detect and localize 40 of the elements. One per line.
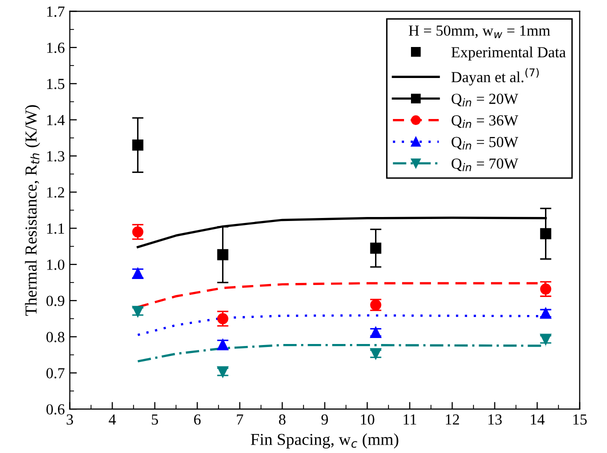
- x-tick-label: 15: [573, 414, 587, 425]
- legend-title: H = 50mm, w$_{w}$ = 1mm: [408, 25, 550, 38]
- legend-label: Q$_{in}$ = 36W: [452, 115, 518, 128]
- x-tick-label: 7: [236, 414, 244, 425]
- y-tick-label: 0.7: [46, 368, 65, 378]
- y-tick-label: 1.7: [47, 6, 65, 17]
- point: [132, 140, 144, 151]
- x-axis-title: Fin Spacing, w$_{c}$ (mm): [250, 433, 398, 448]
- point: [132, 226, 144, 238]
- y-tick-label: 1.3: [47, 151, 64, 162]
- legend-label: Q$_{in}$ = 20W: [452, 94, 518, 106]
- x-tick-label: 8: [279, 414, 286, 425]
- x-tick-label: 12: [446, 414, 460, 425]
- x-tick-label: 9: [321, 414, 328, 425]
- y-tick-label: 1.4: [47, 115, 65, 126]
- x-tick-label: 10: [360, 414, 374, 425]
- y-tick-label: 0.8: [46, 332, 64, 342]
- x-tick-label: 6: [194, 414, 201, 425]
- y-tick-label: 1.0: [47, 260, 64, 270]
- y-tick-label: 1.6: [47, 42, 64, 53]
- legend-label: Q$_{in}$ = 70W: [452, 158, 518, 172]
- legend-label: Q$_{in}$ = 50W: [452, 136, 518, 150]
- annotation: Experimental Data: [451, 46, 566, 61]
- y-tick-label: 1.5: [47, 78, 64, 90]
- annotation: Dayan et al.$^{(7)}$: [451, 68, 539, 86]
- x-tick-label: 3: [66, 414, 74, 425]
- point: [217, 313, 228, 324]
- x-tick-label: 4: [108, 414, 116, 425]
- point: [217, 249, 228, 260]
- x-tick-label: 14: [530, 414, 545, 425]
- y-tick-label: 0.9: [46, 296, 64, 306]
- y-tick-label: 1.1: [47, 223, 64, 234]
- y-axis-title: Thermal Resistance, R$_{th}$ (K/W): [24, 105, 40, 316]
- y-tick-label: 0.6: [46, 404, 64, 415]
- point: [370, 242, 382, 254]
- x-tick-label: 13: [488, 414, 502, 425]
- x-tick-label: 11: [404, 414, 416, 425]
- x-tick-label: 5: [152, 414, 158, 425]
- y-tick-label: 1.2: [47, 187, 64, 198]
- point: [540, 228, 552, 240]
